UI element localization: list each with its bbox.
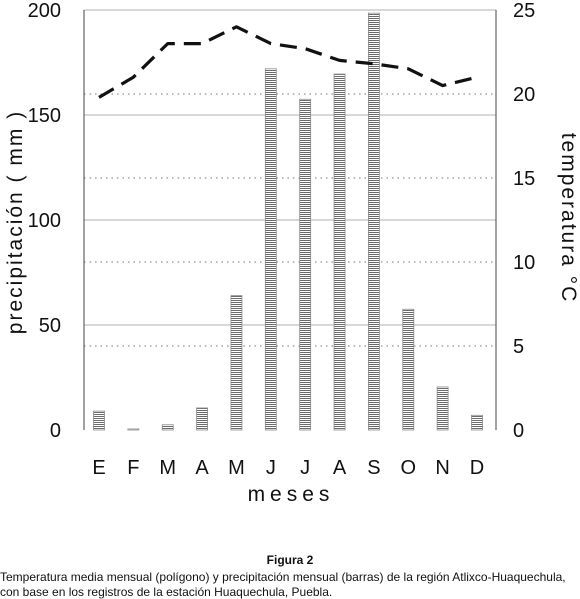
precipitation-bar (230, 295, 243, 431)
y-tick-label: 50 (39, 315, 61, 337)
y2-tick-label: 5 (513, 336, 524, 358)
x-tick-label: M (228, 457, 245, 479)
caption-line-1: Temperatura media mensual (polígono) y p… (0, 570, 566, 584)
y2-tick-label: 0 (513, 420, 524, 442)
precipitation-bar (402, 308, 415, 431)
y2-axis-title: temperatura °C (557, 133, 580, 304)
y2-tick-label: 20 (513, 84, 535, 106)
precipitation-bar (161, 424, 174, 431)
grid-layer (83, 9, 497, 430)
precipitation-bar (127, 428, 140, 431)
y2-tick-label: 25 (513, 0, 535, 22)
y2-tick-label: 15 (513, 168, 535, 190)
x-axis-title: meses (248, 483, 335, 506)
precipitation-bar (471, 414, 483, 431)
y-tick-label: 200 (28, 0, 61, 22)
x-tick-label: F (127, 457, 139, 479)
temperature-line (98, 25, 478, 99)
x-tick-label: A (333, 457, 347, 479)
x-tick-label: J (266, 457, 276, 479)
x-tick-label: O (400, 457, 416, 479)
x-tick-label: S (367, 457, 380, 479)
x-tick-label: E (92, 457, 105, 479)
x-tick-label: N (435, 457, 449, 479)
x-tick-label: A (195, 457, 209, 479)
x-tick-label: M (159, 457, 176, 479)
x-tick-label: D (470, 457, 484, 479)
precipitation-bar (196, 407, 208, 431)
precipitation-bar (264, 68, 277, 431)
precipitation-bar (93, 410, 105, 431)
figure-label: Figura 2 (266, 553, 314, 567)
precipitation-bar (368, 12, 380, 431)
bar-layer (93, 12, 483, 431)
precipitation-bar (333, 73, 346, 431)
x-tick-label: J (300, 457, 310, 479)
y-tick-label: 150 (28, 105, 61, 127)
y2-tick-label: 10 (513, 252, 535, 274)
caption-line-2: con base en los registros de la estación… (0, 585, 333, 599)
y-tick-label: 100 (28, 210, 61, 232)
line-layer (98, 25, 478, 99)
y-tick-label: 0 (50, 420, 61, 442)
precipitation-bar (436, 386, 449, 431)
y-axis-title: precipitación ( mm ) (4, 110, 27, 334)
precipitation-bar (299, 98, 312, 431)
